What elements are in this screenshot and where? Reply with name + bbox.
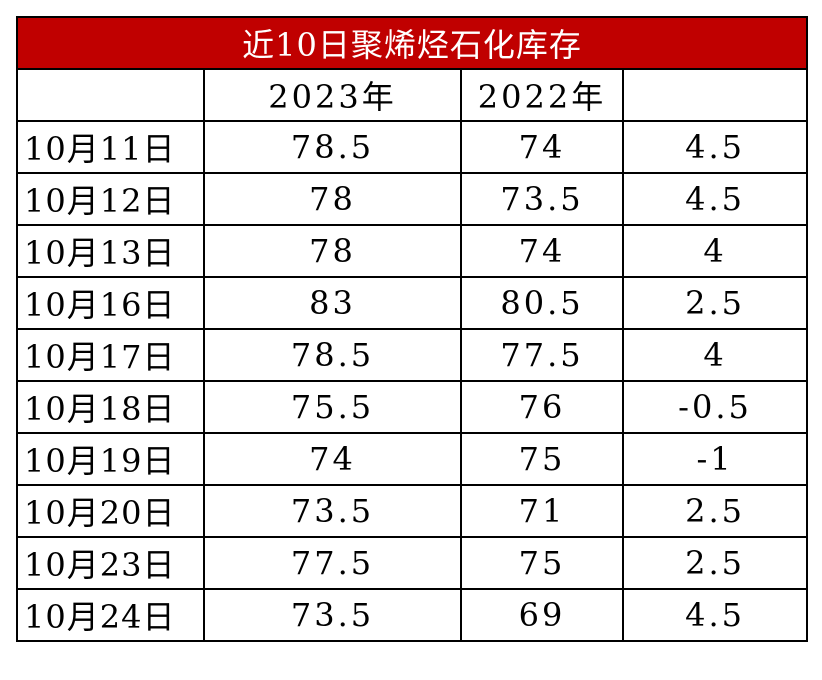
value-cell: 74 [460,120,624,174]
data-row: 10月18日 75.5 76 -0.5 [16,380,809,434]
table-body: 近10日聚烯烃石化库存 2023年 2022年 10月11日 78.5 74 4.5 1… [15,16,809,642]
value-cell: -1 [621,432,809,486]
value-cell: 78 [203,224,462,278]
title-row: 近10日聚烯烃石化库存 [15,16,809,70]
date-cell: 10月23日 [16,536,205,590]
value-cell: 78.5 [203,328,462,382]
value-cell: 2.5 [621,484,809,538]
data-row: 10月19日 74 75 -1 [16,432,809,486]
value-cell: 83 [203,276,462,330]
data-row: 10月24日 73.5 69 4.5 [16,588,809,642]
data-row: 10月16日 83 80.5 2.5 [16,276,809,330]
date-cell: 10月17日 [16,328,205,382]
value-cell: 4.5 [621,172,809,226]
value-cell: 74 [460,224,624,278]
data-row: 10月12日 78 73.5 4.5 [16,172,809,226]
date-cell: 10月11日 [16,120,205,174]
data-row: 10月11日 78.5 74 4.5 [16,120,809,174]
data-row: 10月17日 78.5 77.5 4 [16,328,809,382]
value-cell: 77.5 [203,536,462,590]
data-row: 10月20日 73.5 71 2.5 [16,484,809,538]
date-cell: 10月16日 [16,276,205,330]
value-cell: 80.5 [460,276,624,330]
header-cell [16,68,205,122]
date-cell: 10月12日 [16,172,205,226]
value-cell: 73.5 [203,484,462,538]
header-row: 2023年 2022年 [16,68,809,122]
header-cell: 2022年 [460,68,624,122]
date-cell: 10月13日 [16,224,205,278]
date-cell: 10月24日 [16,588,205,642]
value-cell: 73.5 [460,172,624,226]
value-cell: 71 [460,484,624,538]
value-cell: 77.5 [460,328,624,382]
header-cell: 2023年 [203,68,462,122]
value-cell: 4.5 [621,120,809,174]
value-cell: 74 [203,432,462,486]
value-cell: 4.5 [621,588,809,642]
value-cell: 2.5 [621,276,809,330]
value-cell: -0.5 [621,380,809,434]
inventory-table: 近10日聚烯烃石化库存 2023年 2022年 10月11日 78.5 74 4.5 1… [15,16,809,642]
table-container: 近10日聚烯烃石化库存 2023年 2022年 10月11日 78.5 74 4.5 1… [15,16,809,642]
value-cell: 2.5 [621,536,809,590]
value-cell: 75.5 [203,380,462,434]
value-cell: 4 [621,224,809,278]
value-cell: 75 [460,536,624,590]
value-cell: 75 [460,432,624,486]
date-cell: 10月20日 [16,484,205,538]
value-cell: 69 [460,588,624,642]
date-cell: 10月19日 [16,432,205,486]
value-cell: 73.5 [203,588,462,642]
value-cell: 78.5 [203,120,462,174]
value-cell: 78 [203,172,462,226]
data-row: 10月13日 78 74 4 [16,224,809,278]
date-cell: 10月18日 [16,380,205,434]
data-row: 10月23日 77.5 75 2.5 [16,536,809,590]
table-title: 近10日聚烯烃石化库存 [15,16,809,70]
value-cell: 4 [621,328,809,382]
value-cell: 76 [460,380,624,434]
header-cell [621,68,809,122]
